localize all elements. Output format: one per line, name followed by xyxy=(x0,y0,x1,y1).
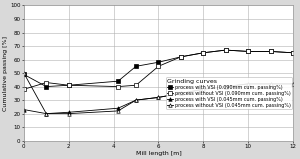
process with VSI (0.045mm cum. passing%) xyxy=(291,83,295,85)
process with VSI (0.045mm cum. passing%) xyxy=(44,113,48,115)
process without VSI (0.090mm cum. passing%) xyxy=(179,56,183,58)
process without VSI (0.045mm cum. passing%) xyxy=(67,113,70,115)
process with VSI (0.045mm cum. passing%) xyxy=(202,88,205,90)
process without VSI (0.045mm cum. passing%) xyxy=(291,83,295,85)
process without VSI (0.090mm cum. passing%) xyxy=(116,86,120,88)
process with VSI (0.045mm cum. passing%) xyxy=(22,109,26,111)
process without VSI (0.090mm cum. passing%) xyxy=(224,49,227,51)
Line: process without VSI (0.090mm cum. passing%): process without VSI (0.090mm cum. passin… xyxy=(22,48,295,91)
process with VSI (0.090mm cum. passing%) xyxy=(134,65,138,67)
process with VSI (0.090mm cum. passing%) xyxy=(157,61,160,63)
process without VSI (0.045mm cum. passing%) xyxy=(224,86,227,88)
process without VSI (0.090mm cum. passing%) xyxy=(44,82,48,83)
process with VSI (0.045mm cum. passing%) xyxy=(157,97,160,98)
process without VSI (0.090mm cum. passing%) xyxy=(157,65,160,67)
process with VSI (0.045mm cum. passing%) xyxy=(269,83,272,85)
process with VSI (0.090mm cum. passing%) xyxy=(202,52,205,54)
process without VSI (0.045mm cum. passing%) xyxy=(179,92,183,94)
process without VSI (0.045mm cum. passing%) xyxy=(22,72,26,74)
process without VSI (0.045mm cum. passing%) xyxy=(157,97,160,98)
process without VSI (0.090mm cum. passing%) xyxy=(67,84,70,86)
process with VSI (0.090mm cum. passing%) xyxy=(224,49,227,51)
process with VSI (0.090mm cum. passing%) xyxy=(116,80,120,82)
process with VSI (0.090mm cum. passing%) xyxy=(291,52,295,54)
process without VSI (0.090mm cum. passing%) xyxy=(202,52,205,54)
process with VSI (0.045mm cum. passing%) xyxy=(134,99,138,101)
process with VSI (0.045mm cum. passing%) xyxy=(224,86,227,88)
process with VSI (0.045mm cum. passing%) xyxy=(179,92,183,94)
Y-axis label: Cumulative passing [%]: Cumulative passing [%] xyxy=(4,36,8,111)
process without VSI (0.090mm cum. passing%) xyxy=(246,51,250,52)
process without VSI (0.045mm cum. passing%) xyxy=(202,88,205,90)
process with VSI (0.045mm cum. passing%) xyxy=(116,107,120,109)
process with VSI (0.090mm cum. passing%) xyxy=(22,73,26,75)
process without VSI (0.045mm cum. passing%) xyxy=(116,110,120,112)
process with VSI (0.045mm cum. passing%) xyxy=(67,111,70,113)
process without VSI (0.090mm cum. passing%) xyxy=(269,51,272,52)
process with VSI (0.090mm cum. passing%) xyxy=(67,84,70,86)
process with VSI (0.090mm cum. passing%) xyxy=(269,51,272,52)
process without VSI (0.045mm cum. passing%) xyxy=(269,83,272,85)
Line: process without VSI (0.045mm cum. passing%): process without VSI (0.045mm cum. passin… xyxy=(22,71,295,115)
X-axis label: Mill length [m]: Mill length [m] xyxy=(136,151,181,156)
process with VSI (0.045mm cum. passing%) xyxy=(246,83,250,85)
process without VSI (0.045mm cum. passing%) xyxy=(246,83,250,85)
process with VSI (0.090mm cum. passing%) xyxy=(44,86,48,88)
Line: process with VSI (0.045mm cum. passing%): process with VSI (0.045mm cum. passing%) xyxy=(22,82,295,115)
process with VSI (0.090mm cum. passing%) xyxy=(246,51,250,52)
process without VSI (0.045mm cum. passing%) xyxy=(44,113,48,115)
Legend: process with VSI (0.090mm cum. passing%), process without VSI (0.090mm cum. pass: process with VSI (0.090mm cum. passing%)… xyxy=(166,77,292,109)
process without VSI (0.090mm cum. passing%) xyxy=(291,52,295,54)
process without VSI (0.090mm cum. passing%) xyxy=(22,88,26,90)
Line: process with VSI (0.090mm cum. passing%): process with VSI (0.090mm cum. passing%) xyxy=(22,48,295,88)
process without VSI (0.090mm cum. passing%) xyxy=(134,84,138,86)
process without VSI (0.045mm cum. passing%) xyxy=(134,99,138,101)
process with VSI (0.090mm cum. passing%) xyxy=(179,56,183,58)
